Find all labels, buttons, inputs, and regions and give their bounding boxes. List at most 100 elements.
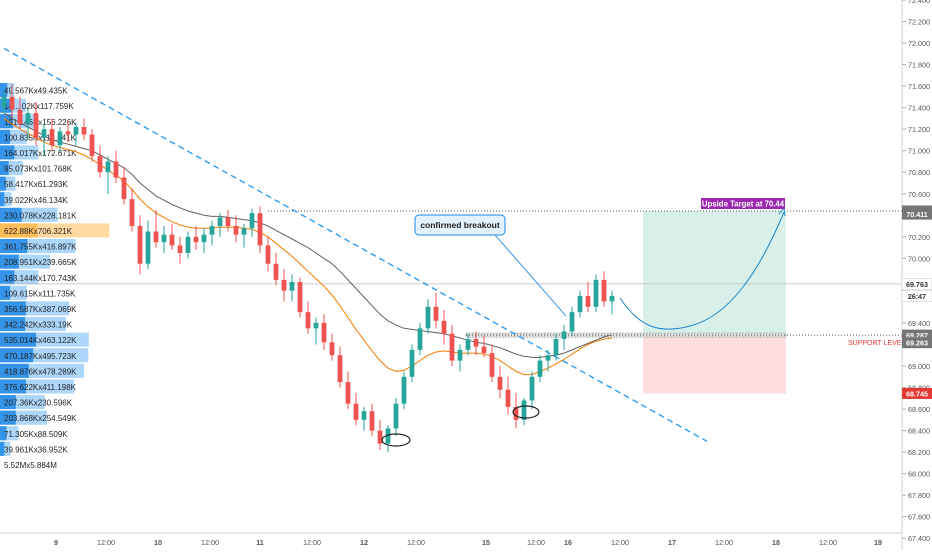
target-tag [701,197,785,209]
price-tag [902,337,932,349]
price-tag [901,278,932,290]
candle-body [81,127,87,135]
candle-body [337,355,343,383]
projection-curve [619,211,785,330]
y-tick-label: 67.800 [908,491,930,500]
profile-label: 5.52Mx5.884M [4,461,57,470]
candle-body [289,282,295,291]
low-marker-1 [381,433,411,447]
profile-label: 208.951Kx239.665K [4,258,77,267]
position-zones [643,210,786,394]
profile-bar-sell [0,441,5,456]
x-tick-label: 12:00 [715,538,733,547]
profile-bar-sell [0,348,34,363]
profile-bar-sell [0,270,15,285]
candle-body [161,234,167,243]
profile-bar-sell [0,129,11,144]
candle-body [209,226,215,235]
profile-label: 230.078Kx228.181K [4,211,77,220]
x-tick-label: 12 [360,538,368,547]
profile-label: 163.144Kx170.743K [4,274,77,283]
candle-body [33,113,39,138]
candle-body [185,236,191,253]
candle-body [297,282,303,313]
candle-body [193,236,199,243]
profile-label: 49.567Kx49.435K [4,87,68,96]
profile-bar-sell [0,332,36,347]
volume-profile: 49.567Kx49.435K 14... 02Kx117.759K 151.146… [0,83,110,470]
x-tick-label: 12:00 [527,538,545,547]
candle-body [425,306,431,329]
price-tag [902,387,932,399]
price-tag [902,329,932,341]
candle-body [345,382,351,404]
candle-body [577,296,583,313]
candle-body [329,342,335,356]
candle-body [457,349,463,361]
profile-bar-sell [0,145,15,160]
profile-label: 109.615Kx111.735K [4,289,76,298]
profile-bar-buy [0,441,11,456]
profile-label: 418.876Kx478.289K [4,367,77,376]
price-tag [901,290,932,302]
x-tick-label: 12:00 [611,538,629,547]
y-tick-label: 72.000 [908,39,930,48]
profile-bar-sell [0,426,7,441]
target-tag-label: Upside Target at 70.44 [702,199,785,208]
y-tick-label: 70.000 [908,254,930,263]
candle-body [265,245,271,264]
profile-bar-sell [0,192,5,207]
candle-body [321,322,327,343]
candle-body [177,245,183,253]
candle-body [89,134,95,157]
price-tag-label: 69.763 [906,280,928,289]
candle-body [361,411,367,420]
candle-body [593,279,599,307]
profile-bar-sell [0,239,28,254]
candle-body [585,296,591,307]
profile-bar-sell [0,363,29,378]
target-zone [643,210,786,336]
candle-body [305,312,311,329]
candle-body [497,376,503,390]
candle-body [73,127,79,135]
stop-zone [643,337,786,394]
candle-body [393,403,399,429]
profile-bar-sell [0,254,19,269]
y-tick-label: 72.400 [908,0,930,5]
indicator-lines [0,47,902,442]
y-tick-label: 71.200 [908,125,930,134]
candle-body [129,199,135,227]
candle-body [409,349,415,377]
profile-label: 95.073Kx101.768K [4,165,73,174]
profile-label: 58.417Kx61.293K [4,180,68,189]
candle-body [9,96,15,110]
profile-bar-sell [0,317,26,332]
price-tag-label: 69.287 [906,331,928,340]
candle-body [433,306,439,321]
candle-body [97,156,103,173]
y-tick-label: 68.400 [908,427,930,436]
candle-body [537,360,543,377]
price-tag-label: 69.263 [906,339,928,348]
profile-bar-sell [0,176,6,191]
y-tick-label: 68.200 [908,448,930,457]
candle-body [529,376,535,401]
candle-body [201,234,207,243]
y-tick-label: 71.600 [908,82,930,91]
profile-bar-sell [0,161,9,176]
candle-body [241,228,247,235]
y-tick-label: 70.200 [908,233,930,242]
ma-fast-line [3,117,613,376]
candle-body [481,346,487,354]
x-tick-label: 11 [256,538,264,547]
price-tag-label: 70.411 [906,210,928,219]
candle-body [553,339,559,356]
y-tick-label: 69.400 [908,319,930,328]
candle-body [233,226,239,235]
candle-body [225,217,231,227]
candle-body [513,406,519,420]
candle-body [449,333,455,361]
